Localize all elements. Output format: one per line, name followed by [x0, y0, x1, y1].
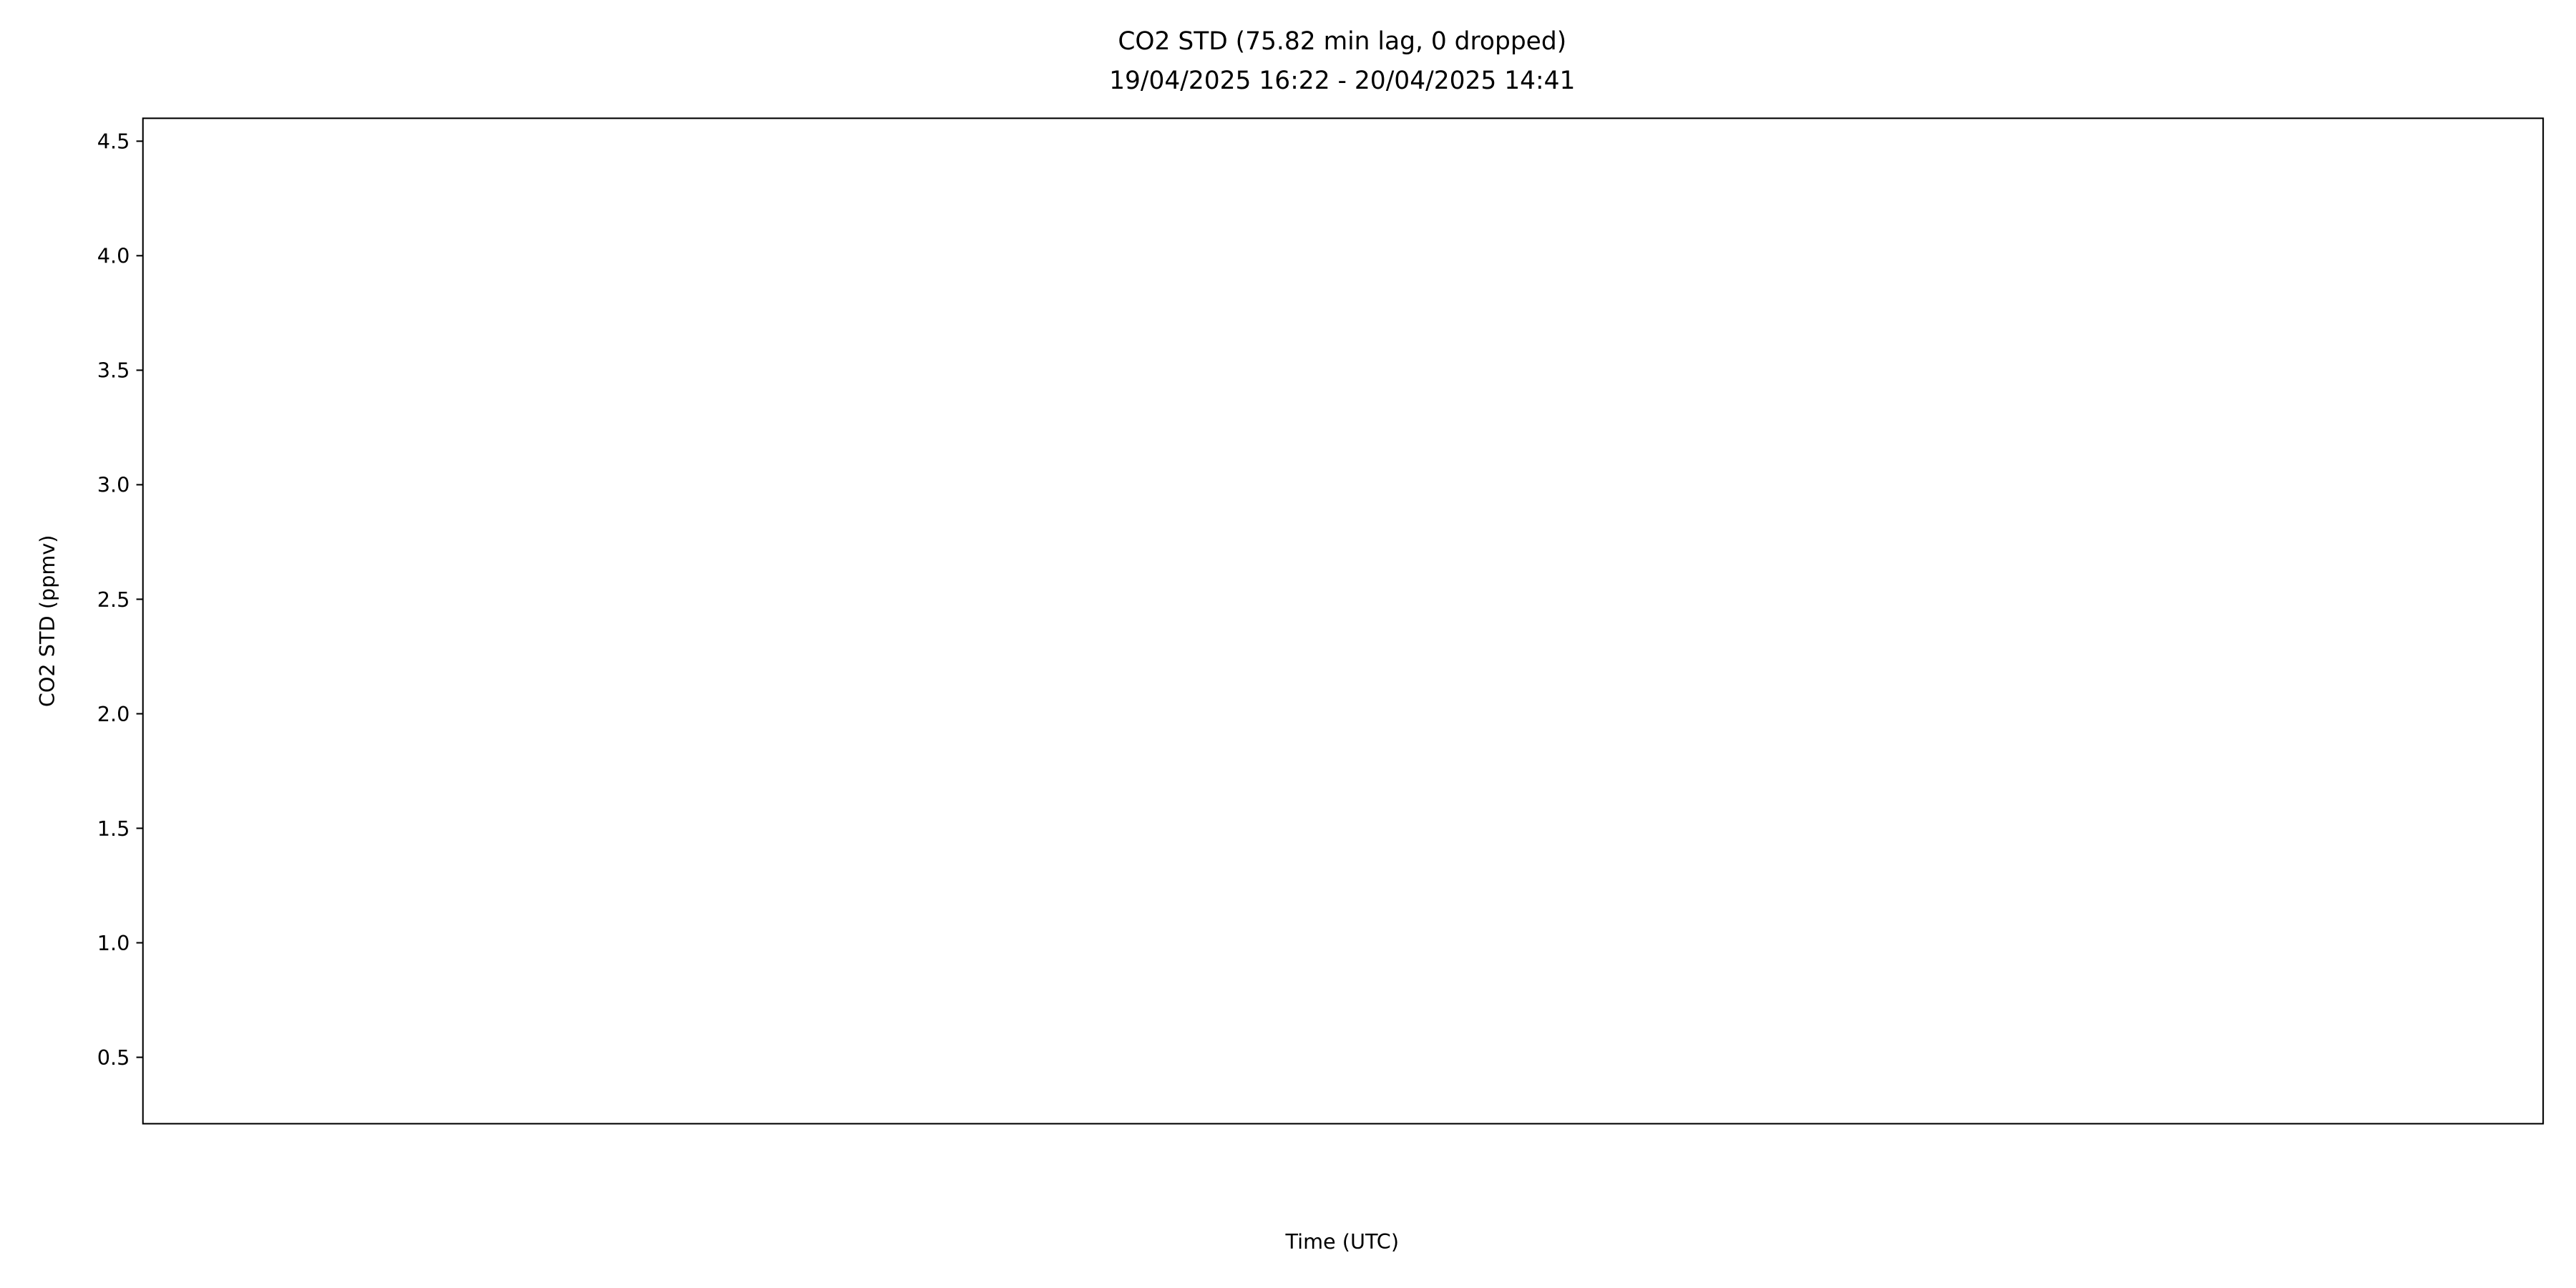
chart-subtitle: 19/04/2025 16:22 - 20/04/2025 14:41	[1109, 67, 1575, 95]
y-tick-label: 3.5	[97, 358, 130, 383]
y-tick-label: 1.0	[97, 931, 130, 955]
y-tick-label: 4.0	[97, 244, 130, 268]
y-tick-label: 1.5	[97, 816, 130, 841]
y-tick-label: 2.0	[97, 702, 130, 726]
y-axis-label: CO2 STD (ppmv)	[35, 535, 59, 708]
y-tick-label: 0.5	[97, 1045, 130, 1070]
chart-title: CO2 STD (75.82 min lag, 0 dropped)	[1118, 27, 1566, 56]
y-tick-label: 3.0	[97, 473, 130, 497]
x-axis-label: Time (UTC)	[1284, 1229, 1399, 1254]
y-tick-label: 2.5	[97, 587, 130, 612]
y-tick-label: 4.5	[97, 130, 130, 154]
plot-frame	[142, 117, 2545, 1125]
